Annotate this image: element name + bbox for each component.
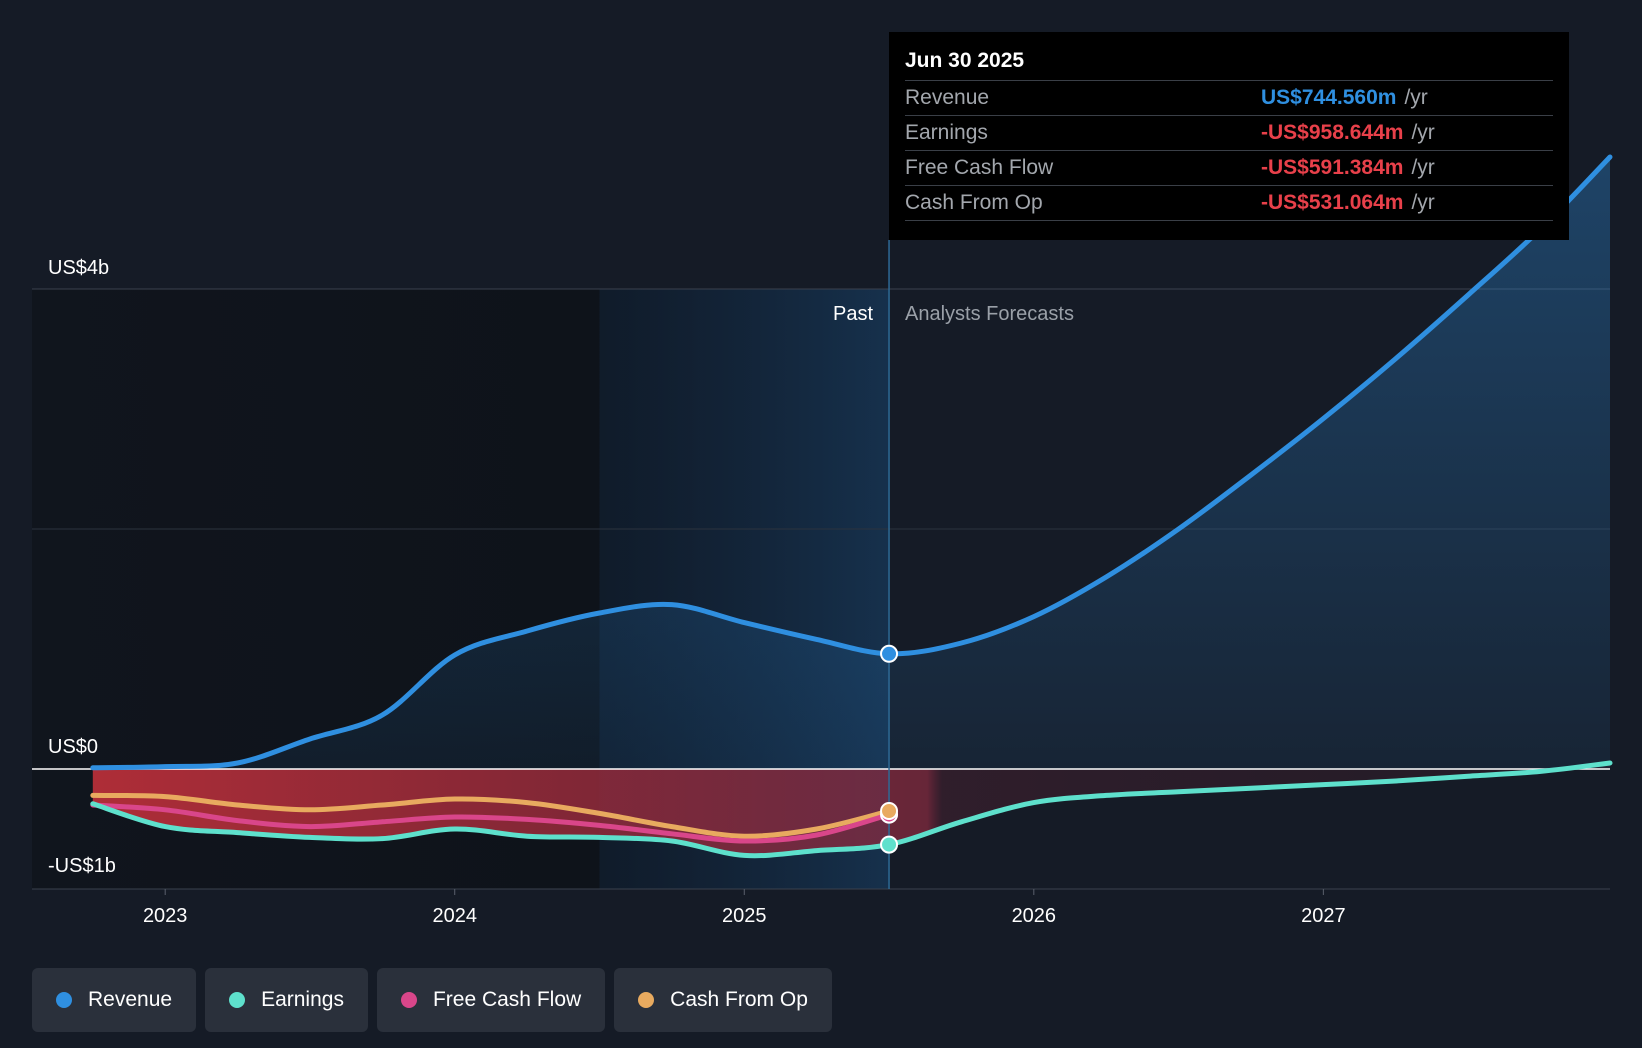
legend-item-earnings[interactable]: Earnings xyxy=(205,968,368,1032)
past-label: Past xyxy=(833,303,873,325)
tooltip-row: Free Cash Flow -US$591.384m/yr xyxy=(905,150,1553,185)
series-line-free-cash-flow xyxy=(90,802,892,844)
forecast-label: Analysts Forecasts xyxy=(905,303,1074,325)
marker-earnings xyxy=(880,835,899,854)
marker-cash-from-op xyxy=(880,802,899,820)
legend-label: Earnings xyxy=(261,988,344,1011)
x-tick-label: 2027 xyxy=(1301,905,1346,927)
chart: 2023 2024 2025 2026 2027 US$4b US$0 -US$1b P… xyxy=(32,154,1613,927)
legend-dot-icon xyxy=(229,992,246,1008)
tooltip-row-value: -US$958.644m xyxy=(1261,121,1404,144)
x-tick-label: 2023 xyxy=(143,905,188,927)
tooltip-row-value: US$744.560m xyxy=(1261,86,1397,109)
tooltip-row: Cash From Op -US$531.064m/yr xyxy=(905,185,1553,221)
tooltip-row-unit: /yr xyxy=(1411,121,1435,144)
tooltip-rows: Revenue US$744.560m/yr Earnings -US$958.644… xyxy=(905,80,1553,221)
series-line-earnings xyxy=(90,760,1613,859)
tooltip-date: Jun 30 2025 xyxy=(905,49,1025,72)
tooltip-row-label: Cash From Op xyxy=(905,191,1043,214)
series-lines xyxy=(90,154,1613,859)
legend-dot-icon xyxy=(56,992,72,1008)
tooltip-row-value: -US$531.064m xyxy=(1261,191,1404,214)
legend-dot-icon xyxy=(400,992,417,1008)
tooltip: Jun 30 2025 Revenue US$744.560m/yr Earning… xyxy=(889,32,1569,240)
tooltip-row: Revenue US$744.560m/yr xyxy=(905,80,1553,115)
legend-label: Cash From Op xyxy=(670,988,808,1011)
legend-item-cash-from-op[interactable]: Cash From Op xyxy=(614,968,832,1032)
legend-label: Revenue xyxy=(88,988,173,1011)
y-axis-top-label: US$4b xyxy=(48,257,109,279)
y-axis-bottom-label: -US$1b xyxy=(48,855,116,877)
legend-item-revenue[interactable]: Revenue xyxy=(32,968,197,1032)
x-tick-label: 2024 xyxy=(432,905,477,927)
marker-revenue xyxy=(880,644,899,663)
tooltip-row-value: -US$591.384m xyxy=(1261,156,1404,179)
x-axis-ticks: 2023 2024 2025 2026 2027 xyxy=(143,889,1346,927)
x-tick-label: 2025 xyxy=(722,905,767,927)
tooltip-row-label: Revenue xyxy=(905,86,990,109)
hover-markers xyxy=(880,644,899,854)
series-line-cash-from-op xyxy=(90,792,892,839)
tooltip-row-unit: /yr xyxy=(1411,191,1435,214)
legend-dot-icon xyxy=(638,992,655,1008)
negative-area xyxy=(92,763,1610,856)
legend-item-free-cash-flow[interactable]: Free Cash Flow xyxy=(376,968,606,1032)
tooltip-row-label: Earnings xyxy=(905,121,988,144)
revenue-area xyxy=(92,157,1610,769)
tooltip-row: Earnings -US$958.644m/yr xyxy=(905,115,1553,150)
legend-label: Free Cash Flow xyxy=(432,988,582,1011)
tooltip-row-unit: /yr xyxy=(1404,86,1428,109)
tooltip-row-label: Free Cash Flow xyxy=(905,156,1054,179)
y-axis-zero-label: US$0 xyxy=(48,736,98,758)
legend: Revenue Earnings Free Cash Flow Cash From O… xyxy=(32,968,832,1032)
tooltip-row-unit: /yr xyxy=(1411,156,1435,179)
x-tick-label: 2026 xyxy=(1012,905,1057,927)
